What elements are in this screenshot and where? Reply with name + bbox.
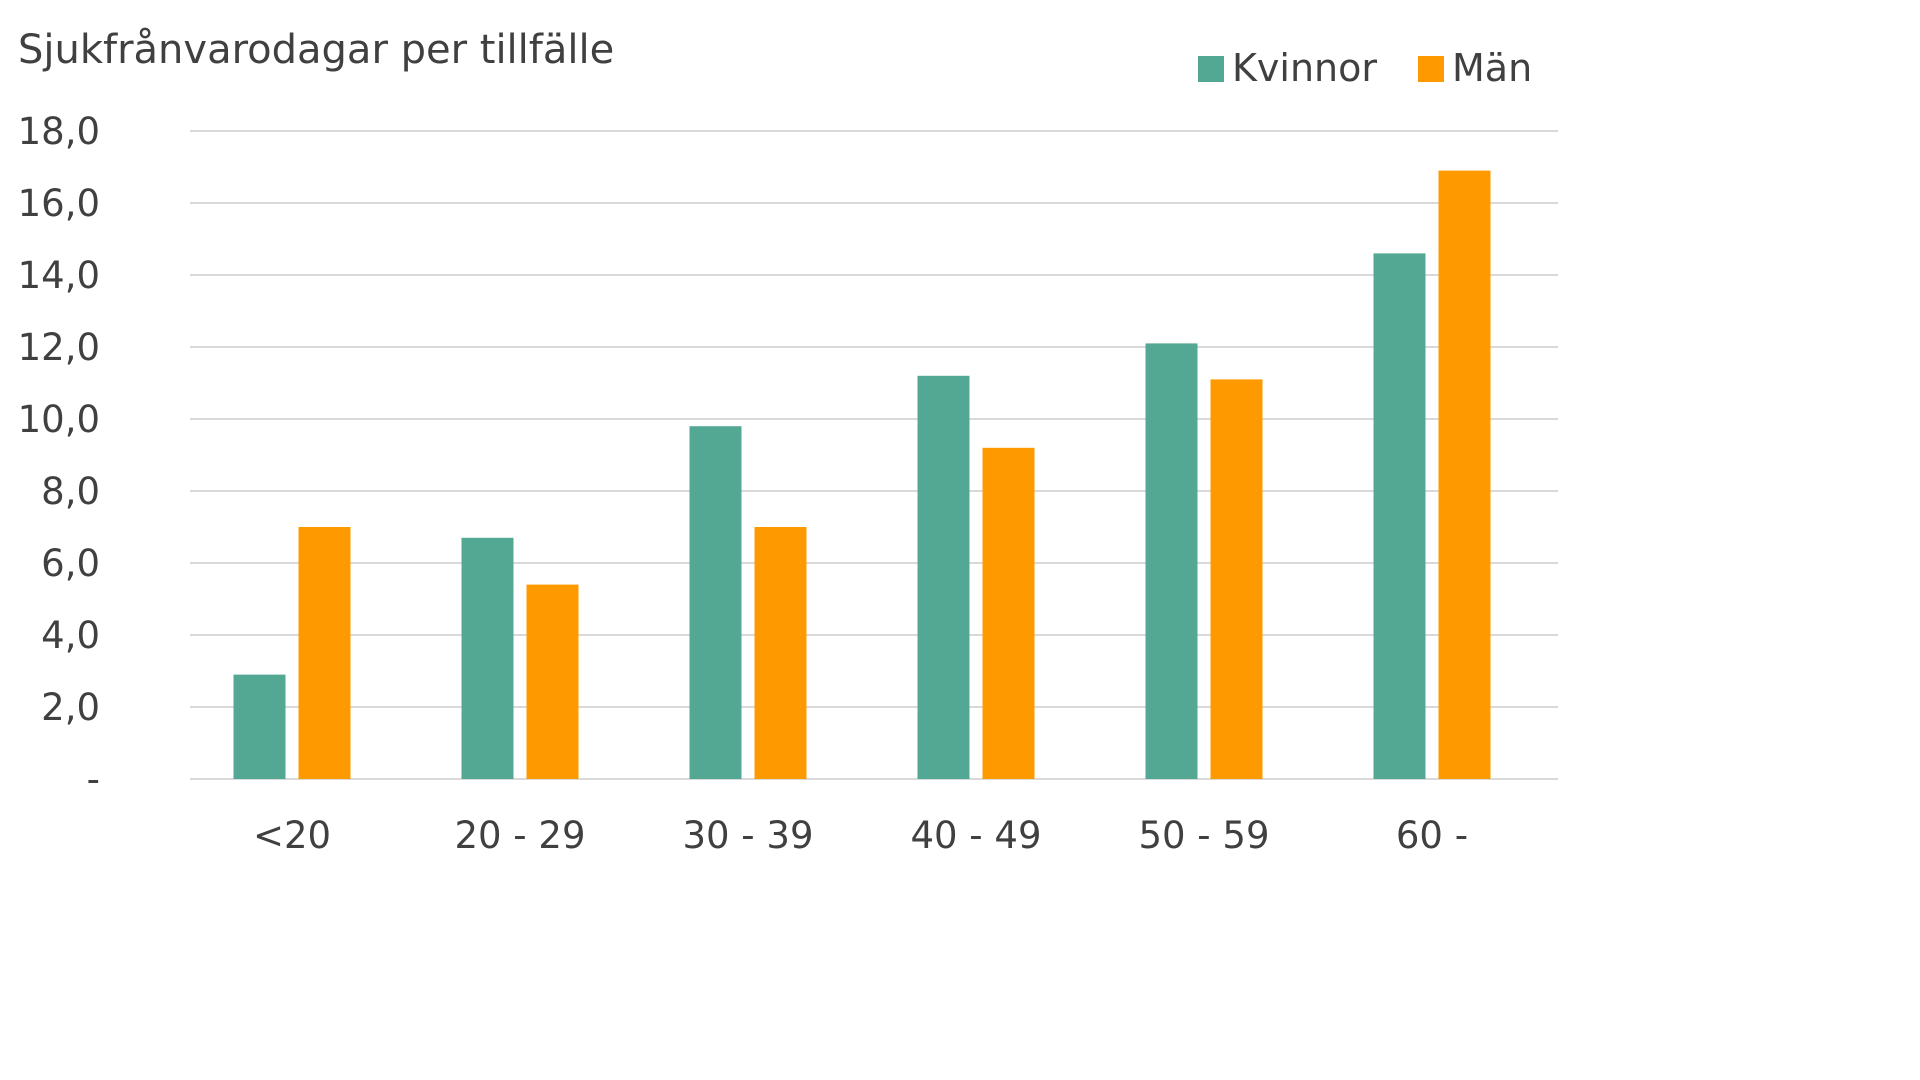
x-tick-label: 50 - 59 bbox=[1138, 814, 1269, 857]
legend-label-man: Män bbox=[1452, 46, 1532, 90]
chart-title: Sjukfrånvarodagar per tillfälle bbox=[18, 27, 614, 73]
gridlines bbox=[190, 130, 1558, 780]
y-tick-label: 14,0 bbox=[18, 254, 100, 297]
x-tick-label: <20 bbox=[253, 814, 331, 857]
bar-man-1 bbox=[526, 584, 579, 779]
bar-man-4 bbox=[1210, 379, 1263, 779]
y-tick-label: 12,0 bbox=[18, 326, 100, 369]
y-tick-label: 16,0 bbox=[18, 182, 100, 225]
bar-man-3 bbox=[982, 447, 1035, 779]
legend: Kvinnor Män bbox=[1198, 46, 1532, 90]
bar-man-2 bbox=[754, 527, 807, 779]
x-tick-label: 40 - 49 bbox=[910, 814, 1041, 857]
legend-swatch-kvinnor bbox=[1198, 56, 1224, 82]
y-axis-tick-labels: - 2,0 4,0 6,0 8,0 10,0 12,0 14,0 16,0 18,0 bbox=[18, 110, 100, 801]
bar-kvinnor-0 bbox=[233, 674, 286, 779]
y-tick-label: - bbox=[87, 758, 100, 801]
x-tick-label: 30 - 39 bbox=[682, 814, 813, 857]
bar-kvinnor-5 bbox=[1373, 253, 1426, 779]
bar-kvinnor-3 bbox=[917, 375, 970, 779]
x-tick-label: 20 - 29 bbox=[454, 814, 585, 857]
y-tick-label: 6,0 bbox=[41, 542, 100, 585]
bar-kvinnor-1 bbox=[461, 537, 514, 779]
bar-kvinnor-4 bbox=[1145, 343, 1198, 779]
bars bbox=[233, 170, 1491, 780]
legend-label-kvinnor: Kvinnor bbox=[1232, 46, 1377, 90]
bar-chart: Sjukfrånvarodagar per tillfälle - 2,0 4,0 6… bbox=[18, 27, 1558, 857]
y-tick-label: 10,0 bbox=[18, 398, 100, 441]
y-tick-label: 4,0 bbox=[41, 614, 100, 657]
x-tick-label: 60 - bbox=[1396, 814, 1468, 857]
bar-man-0 bbox=[298, 527, 351, 779]
chart-container: Sjukfrånvarodagar per tillfälle - 2,0 4,0 6… bbox=[18, 27, 1558, 857]
y-tick-label: 8,0 bbox=[41, 470, 100, 513]
bar-kvinnor-2 bbox=[689, 426, 742, 779]
y-tick-label: 18,0 bbox=[18, 110, 100, 153]
legend-swatch-man bbox=[1418, 56, 1444, 82]
y-tick-label: 2,0 bbox=[41, 686, 100, 729]
bar-man-5 bbox=[1438, 170, 1491, 780]
x-axis-tick-labels: <20 20 - 29 30 - 39 40 - 49 50 - 59 60 - bbox=[253, 814, 1468, 857]
